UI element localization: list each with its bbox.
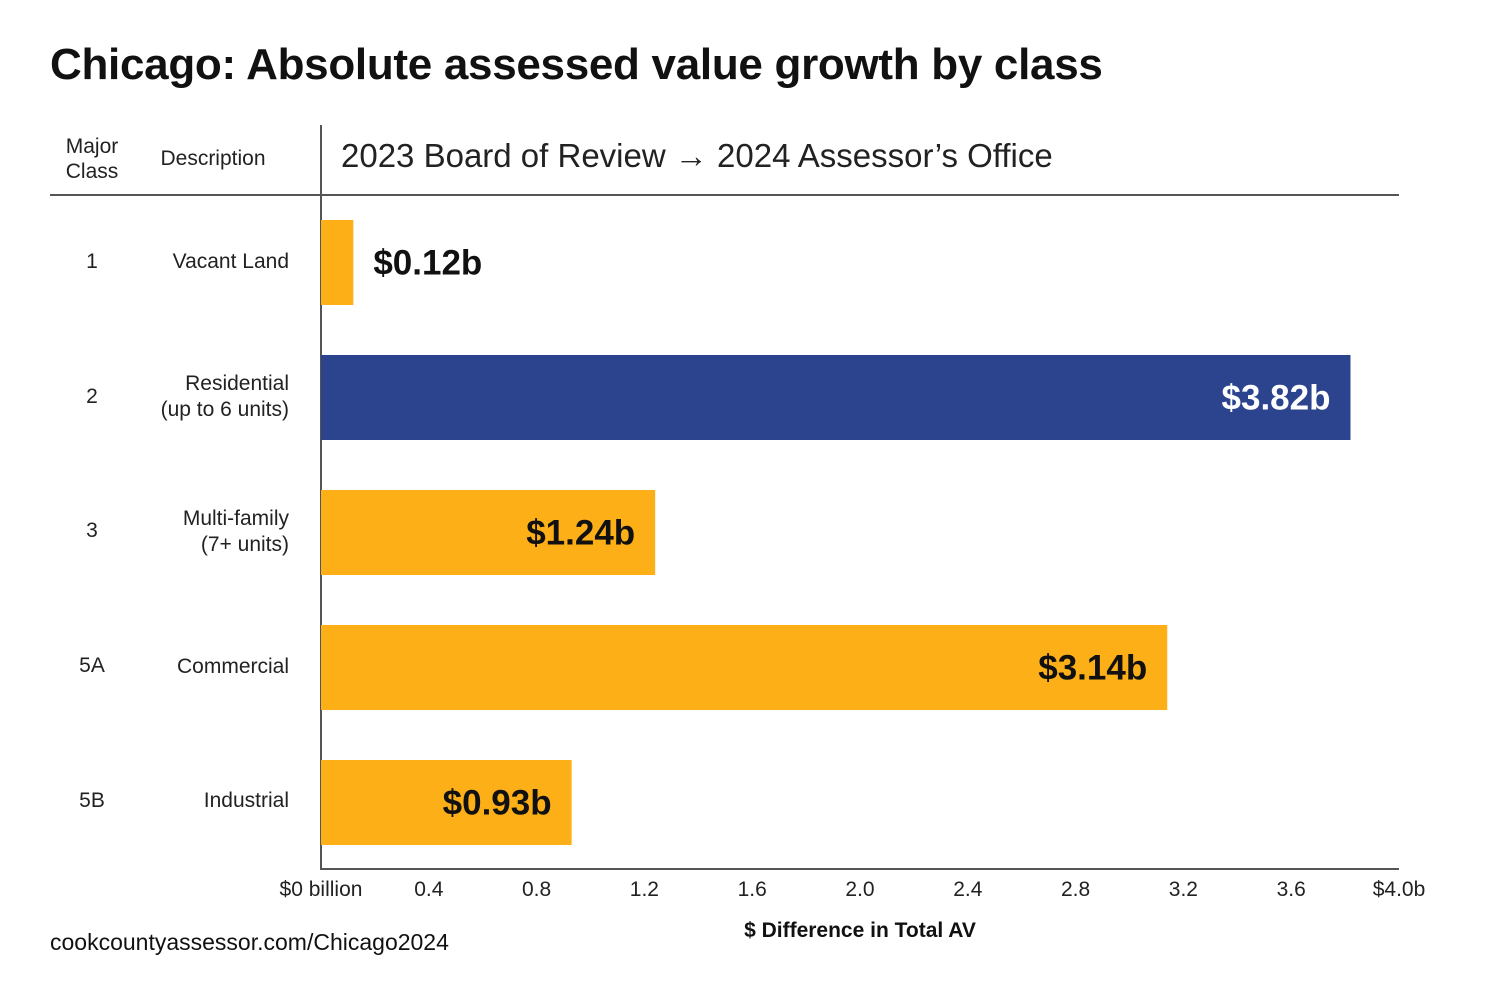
x-tick-label: 0.8 (521, 878, 552, 901)
x-tick-label: 1.2 (629, 878, 659, 901)
description-line1: Commercial (176, 655, 289, 678)
major-class-header-line1: Major (65, 135, 119, 158)
x-tick-label: 2.4 (953, 878, 983, 901)
bar-1 (321, 220, 354, 305)
major-class-header: Major Class (52, 134, 132, 184)
description-commercial: Commercial (100, 654, 289, 680)
description-industrial: Industrial (100, 788, 289, 814)
class-code-5b: 5B (79, 789, 105, 812)
class-code-2: 2 (86, 385, 98, 408)
bar-2 (321, 355, 1351, 440)
description-vacant-land: Vacant Land (100, 249, 289, 275)
x-tick-label: 1.6 (737, 878, 767, 901)
header-divider (50, 194, 1399, 196)
value-label-1: $0.12b (373, 244, 482, 283)
description-line1: Residential (185, 372, 289, 395)
x-axis-line (320, 868, 1399, 870)
description-residential: Residential (up to 6 units) (100, 371, 289, 423)
source-url: cookcountyassessor.com/Chicago2024 (50, 929, 449, 955)
x-tick-label: 3.2 (1168, 878, 1198, 901)
class-code-3: 3 (86, 519, 98, 542)
description-line2: (up to 6 units) (160, 398, 289, 421)
bar-5a (321, 625, 1168, 710)
value-label-3: $1.24b (526, 514, 635, 553)
y-axis-line (320, 125, 322, 869)
class-code-5a: 5A (79, 654, 105, 677)
description-line1: Multi-family (182, 507, 289, 530)
value-label-5b: $0.93b (443, 784, 552, 823)
class-code-1: 1 (86, 250, 98, 273)
x-tick-label: 0.4 (414, 878, 444, 901)
bar-5b (321, 760, 572, 845)
x-axis-title: $ Difference in Total AV (744, 919, 976, 942)
x-tick-label: 2.0 (845, 878, 875, 901)
major-class-header-line2: Class (65, 160, 119, 183)
value-label-5a: $3.14b (1038, 649, 1147, 688)
description-multi-family: Multi-family (7+ units) (100, 506, 289, 558)
x-tick-label: $0 billion (279, 878, 363, 901)
value-label-2: $3.82b (1222, 379, 1331, 418)
description-line1: Vacant Land (172, 250, 289, 273)
description-line1: Industrial (203, 789, 289, 812)
bar-3 (321, 490, 656, 575)
x-tick-label: 2.8 (1060, 878, 1091, 901)
description-header: Description (160, 147, 266, 170)
chart-title: Chicago: Absolute assessed value growth … (50, 40, 1103, 89)
chart-subtitle: 2023 Board of Review → 2024 Assessor’s O… (341, 137, 1053, 174)
description-line2: (7+ units) (200, 533, 289, 556)
x-tick-label: 3.6 (1276, 878, 1306, 901)
x-tick-label: $4.0b (1372, 878, 1426, 901)
